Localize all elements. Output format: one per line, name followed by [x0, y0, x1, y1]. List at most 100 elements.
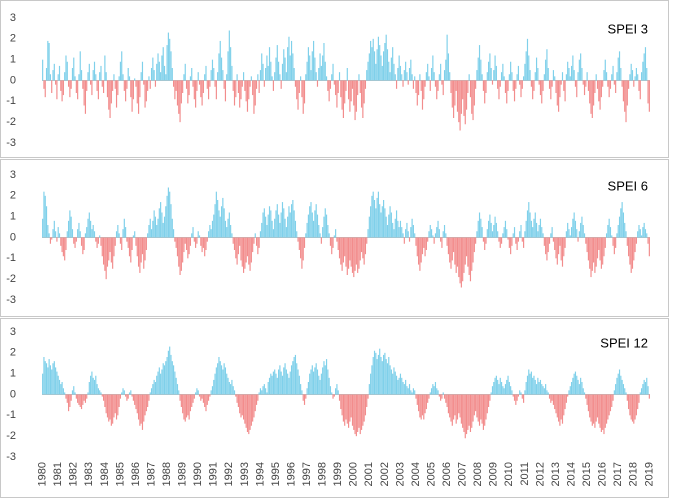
- bar: [250, 76, 252, 81]
- bar: [596, 237, 599, 259]
- bar: [447, 237, 449, 255]
- bar: [145, 394, 147, 412]
- bar: [106, 80, 109, 98]
- bar: [45, 206, 48, 238]
- bar: [420, 394, 422, 420]
- bar: [285, 369, 287, 395]
- bar: [222, 197, 224, 238]
- bar: [335, 80, 337, 96]
- bar: [73, 237, 75, 244]
- bar: [128, 237, 131, 257]
- bar: [510, 237, 512, 255]
- bar: [175, 377, 177, 395]
- bar: [329, 237, 332, 246]
- bar: [618, 216, 621, 238]
- bar: [415, 80, 417, 93]
- bar: [163, 65, 166, 81]
- bar: [332, 237, 334, 248]
- bar: [67, 220, 70, 238]
- bar: [218, 357, 220, 395]
- bar: [294, 80, 297, 87]
- bar: [565, 231, 567, 238]
- bar: [529, 373, 531, 395]
- bar: [476, 70, 478, 81]
- bar: [397, 379, 399, 395]
- bar: [75, 394, 77, 399]
- bar: [185, 80, 188, 89]
- bar: [389, 365, 391, 395]
- bar: [109, 80, 111, 118]
- bar: [61, 382, 63, 395]
- bar: [622, 212, 625, 238]
- bar: [490, 392, 492, 395]
- bar: [230, 47, 232, 81]
- bar: [271, 220, 273, 238]
- bar: [287, 373, 289, 395]
- bar: [385, 359, 387, 395]
- panel-frame: [0, 159, 669, 317]
- bar: [626, 394, 628, 401]
- bar: [384, 352, 386, 395]
- bar: [577, 237, 579, 242]
- bar: [140, 237, 142, 263]
- bar: [368, 384, 370, 395]
- bar: [179, 237, 181, 275]
- bar: [239, 237, 241, 246]
- bar: [171, 361, 173, 395]
- bar: [633, 80, 635, 87]
- bar: [125, 227, 127, 238]
- bar: [152, 220, 154, 238]
- bar: [43, 357, 45, 395]
- bar: [451, 237, 453, 261]
- bar: [366, 237, 368, 244]
- x-tick-label: 2000: [348, 462, 360, 486]
- bar: [583, 80, 586, 96]
- y-tick-label: 0: [10, 388, 16, 400]
- bar: [333, 235, 335, 238]
- bar: [432, 235, 434, 238]
- bar: [309, 373, 311, 395]
- bar: [71, 390, 74, 395]
- bar: [476, 394, 478, 418]
- bar: [342, 237, 344, 263]
- bar: [90, 375, 92, 395]
- bar: [368, 216, 370, 238]
- bar: [497, 80, 499, 89]
- bar: [530, 371, 532, 395]
- bar: [332, 394, 334, 399]
- bar: [336, 80, 338, 108]
- bar: [442, 80, 444, 96]
- bar: [603, 237, 605, 257]
- bar: [84, 233, 87, 238]
- x-tick-label: 2005: [425, 462, 437, 486]
- bar: [105, 72, 107, 81]
- bar: [625, 392, 627, 395]
- bar: [82, 394, 84, 405]
- y-tick-label: -3: [6, 451, 16, 463]
- bar: [67, 80, 70, 87]
- bar: [589, 80, 591, 104]
- bar: [228, 382, 230, 395]
- bar: [392, 222, 394, 238]
- bar: [306, 222, 308, 238]
- bar: [206, 237, 208, 242]
- bar: [416, 394, 418, 405]
- bar: [161, 369, 163, 395]
- bar: [526, 38, 529, 81]
- bar: [406, 72, 408, 81]
- bar: [174, 237, 176, 242]
- bar: [338, 394, 341, 401]
- bar: [288, 206, 290, 238]
- bar: [388, 357, 390, 395]
- bar: [193, 394, 195, 399]
- bar: [642, 227, 644, 238]
- bar: [197, 72, 199, 81]
- bar: [218, 210, 220, 238]
- bar: [222, 70, 224, 81]
- bar: [272, 229, 274, 238]
- bar: [231, 233, 233, 238]
- bar: [189, 394, 192, 412]
- bar: [56, 237, 58, 242]
- bar: [327, 225, 329, 238]
- bar: [443, 394, 446, 399]
